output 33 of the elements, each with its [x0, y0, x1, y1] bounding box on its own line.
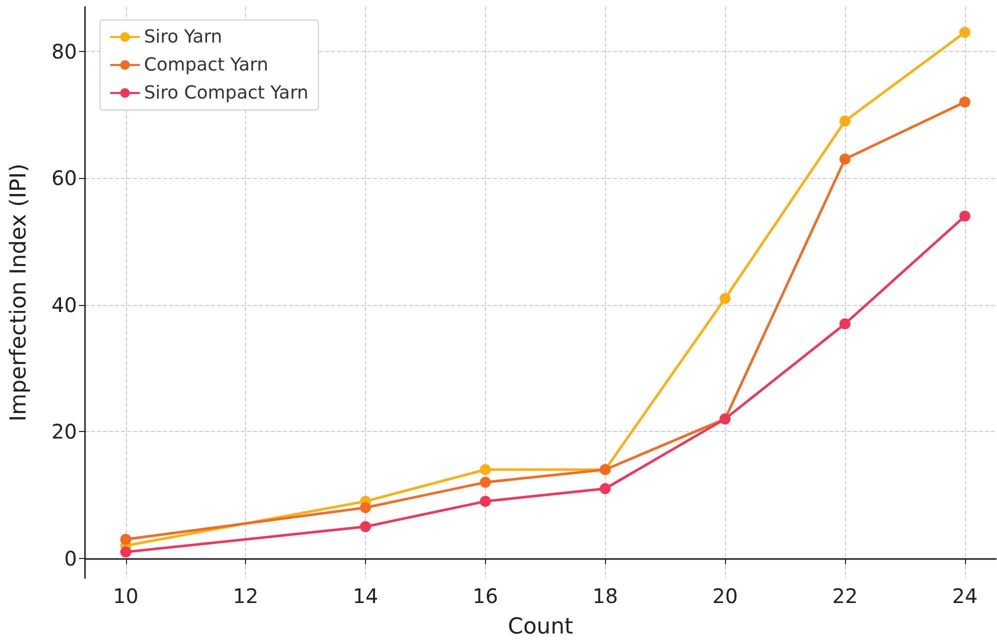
point	[839, 154, 850, 165]
y-axis-title: Imperfection Index (IPI)	[6, 164, 32, 422]
point	[480, 476, 491, 488]
x-tick-label: 14	[352, 584, 378, 608]
point	[360, 521, 371, 532]
y-tick-label: 60	[52, 166, 77, 190]
point	[839, 116, 850, 127]
point	[480, 496, 491, 507]
point	[480, 464, 491, 476]
x-tick-label: 18	[592, 584, 618, 608]
x-tick-label: 12	[232, 584, 258, 608]
y-tick-label: 20	[52, 420, 77, 444]
point	[959, 96, 970, 108]
legend-label: Siro Compact Yarn	[144, 82, 308, 104]
y-tick-label: 40	[52, 292, 77, 317]
point	[959, 210, 970, 222]
y-tick-label: 0	[64, 546, 77, 570]
x-tick-label: 16	[472, 584, 498, 608]
point	[120, 534, 132, 545]
legend-label: Siro Yarn	[144, 26, 222, 48]
point	[600, 483, 611, 494]
point	[839, 318, 850, 330]
x-tick-label: 22	[832, 584, 858, 608]
point	[120, 546, 132, 558]
y-tick-label: 80	[52, 39, 77, 64]
x-axis-title: Count	[508, 614, 574, 640]
x-tick-label: 10	[113, 584, 138, 608]
point	[720, 293, 731, 304]
point	[360, 502, 371, 514]
point	[959, 26, 970, 38]
legend-label: Compact Yarn	[144, 54, 268, 76]
x-tick-label: 24	[952, 584, 978, 608]
x-tick-label: 20	[712, 584, 738, 608]
